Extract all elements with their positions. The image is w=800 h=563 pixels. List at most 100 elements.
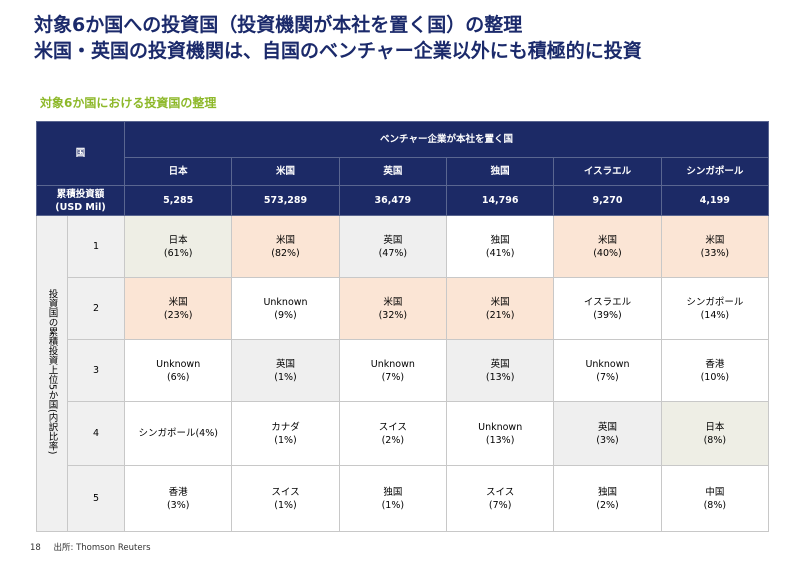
cumulative-value: 36,479: [338, 185, 448, 216]
rank-number: 4: [66, 401, 126, 466]
investor-country: Unknown: [263, 296, 308, 308]
investor-country: 米国: [168, 296, 188, 308]
cumulative-label-line2: (USD Mil): [55, 201, 106, 213]
investor-share: (13%): [485, 371, 515, 383]
investor-share: (39%): [593, 309, 622, 321]
investor-cell: 米国 (33%): [660, 215, 770, 278]
investor-share: (21%): [485, 309, 515, 321]
country-header-row: 日本 米国 英国 独国 イスラエル シンガポール: [37, 157, 770, 186]
country-header: イスラエル: [553, 157, 662, 186]
investor-share: (6%): [166, 371, 190, 383]
investor-country: シンガポール: [686, 296, 744, 308]
investor-share: (3%): [596, 434, 619, 446]
investor-cell: Unknown (9%): [231, 277, 340, 340]
investor-cell: Unknown (7%): [553, 339, 662, 402]
investor-share: (3%): [166, 499, 190, 511]
investor-country: 米国: [383, 296, 403, 308]
cumulative-investment-row: 累積投資額 (USD Mil) 5,285 573,289 36,479 14,796…: [35, 185, 770, 216]
investor-cell: 米国 (40%): [553, 215, 662, 278]
investor-country: 米国: [597, 234, 617, 246]
investor-cell: スイス (2%): [338, 401, 448, 466]
investor-country: 米国: [705, 234, 725, 246]
cumulative-value: 573,289: [231, 185, 340, 216]
cumulative-label-line1: 累積投資額: [56, 188, 105, 200]
investor-country: カナダ: [271, 421, 300, 433]
investor-share: (82%): [271, 247, 300, 259]
investor-share: (7%): [488, 499, 512, 511]
rank-number: 1: [66, 215, 126, 278]
page-title: 対象6か国への投資国（投資機関が本社を置く国）の整理 米国・英国の投資機関は、自…: [34, 12, 642, 64]
investor-share: (7%): [381, 371, 405, 383]
investor-share: (8%): [703, 499, 727, 511]
page-number: 18: [30, 543, 41, 553]
investor-cell: Unknown (13%): [445, 401, 555, 466]
investor-country: イスラエル: [583, 296, 632, 308]
investor-country: 香港: [168, 486, 188, 498]
investor-share: (47%): [378, 247, 408, 259]
investor-cell: スイス (1%): [231, 465, 340, 532]
investor-cell: シンガポール (14%): [660, 277, 770, 340]
investor-cell: 香港 (10%): [660, 339, 770, 402]
country-header: 米国: [231, 157, 340, 186]
rank-number: 2: [66, 277, 126, 340]
rank-row: 3 Unknown (6%) 英国 (1%) Unknown (7%) 英国 (13%) Unkn…: [37, 339, 770, 402]
cumulative-value: 14,796: [445, 185, 555, 216]
cumulative-value: 5,285: [124, 185, 233, 216]
investor-share: (1%): [274, 371, 297, 383]
investor-country-table: 国 ベンチャー企業が本社を置く国 日本 米国 英国 独国 イスラエル シンガポール 累積投…: [35, 121, 770, 532]
rank-row: 投資国の累積投資上位5か国(内訳比率) 1 日本 (61%) 米国 (82%) 英国 (47%…: [36, 215, 770, 532]
investor-cell: 英国 (1%): [231, 339, 340, 402]
investor-share: (1%): [381, 499, 405, 511]
investor-country: Unknown: [156, 358, 201, 370]
investor-country: 米国: [490, 296, 510, 308]
group-header: ベンチャー企業が本社を置く国: [124, 121, 769, 158]
cumulative-value: 9,270: [553, 185, 662, 216]
investor-country: 英国: [597, 421, 617, 433]
rank-row: 2 米国 (23%) Unknown (9%) 米国 (32%) 米国 (21%) イスラエル (3…: [37, 277, 770, 340]
country-header: シンガポール: [660, 157, 770, 186]
investor-country: 日本: [168, 234, 188, 246]
investor-cell: Unknown (6%): [124, 339, 233, 402]
investor-share: (33%): [700, 247, 730, 259]
investor-cell: 独国 (1%): [338, 465, 448, 532]
rank-number: 3: [66, 339, 126, 402]
investor-cell: イスラエル (39%): [553, 277, 662, 340]
investor-cell: 英国 (47%): [338, 215, 448, 278]
investor-country: Unknown: [478, 421, 523, 433]
investor-cell: 香港 (3%): [124, 465, 233, 532]
investor-cell: 英国 (13%): [445, 339, 555, 402]
investor-country: Unknown: [370, 358, 415, 370]
investor-country: 中国: [705, 486, 725, 498]
investor-share: (8%): [703, 434, 727, 446]
title-line-2: 米国・英国の投資機関は、自国のベンチャー企業以外にも積極的に投資: [34, 40, 642, 62]
investor-cell: 独国 (41%): [445, 215, 555, 278]
investor-share: (61%): [163, 247, 193, 259]
investor-share: (1%): [274, 434, 297, 446]
title-line-1: 対象6か国への投資国（投資機関が本社を置く国）の整理: [34, 14, 523, 36]
investor-cell: Unknown (7%): [338, 339, 448, 402]
investor-country: 独国: [490, 234, 510, 246]
rank-row: 5 香港 (3%) スイス (1%) 独国 (1%) スイス (7%) 独国 (2%) 中国 (8%): [37, 465, 770, 532]
investor-cell: 独国 (2%): [553, 465, 662, 532]
investor-share: (1%): [274, 499, 297, 511]
side-label: 投資国の累積投資上位5か国(内訳比率): [36, 215, 68, 532]
investor-cell: 米国 (23%): [124, 277, 233, 340]
investor-share: (41%): [485, 247, 515, 259]
investor-share: (10%): [700, 371, 730, 383]
corner-header: 国: [35, 121, 126, 186]
investor-country: 日本: [705, 421, 725, 433]
investor-cell: スイス (7%): [445, 465, 555, 532]
investor-country: シンガポール(4%): [138, 428, 218, 439]
investor-cell: 中国 (8%): [660, 465, 770, 532]
investor-cell: カナダ (1%): [231, 401, 340, 466]
investor-cell: 米国 (21%): [445, 277, 555, 340]
section-subtitle: 対象6か国における投資国の整理: [40, 96, 217, 110]
rank-rows: 投資国の累積投資上位5か国(内訳比率) 1 日本 (61%) 米国 (82%) 英国 (47%…: [36, 215, 770, 532]
investor-cell: 米国 (32%): [338, 277, 448, 340]
investor-share: (14%): [700, 309, 730, 321]
country-header: 日本: [124, 157, 233, 186]
investor-country: 米国: [276, 234, 296, 246]
investor-cell: 米国 (82%): [231, 215, 340, 278]
investor-share: (40%): [593, 247, 622, 259]
investor-country: 独国: [597, 486, 617, 498]
